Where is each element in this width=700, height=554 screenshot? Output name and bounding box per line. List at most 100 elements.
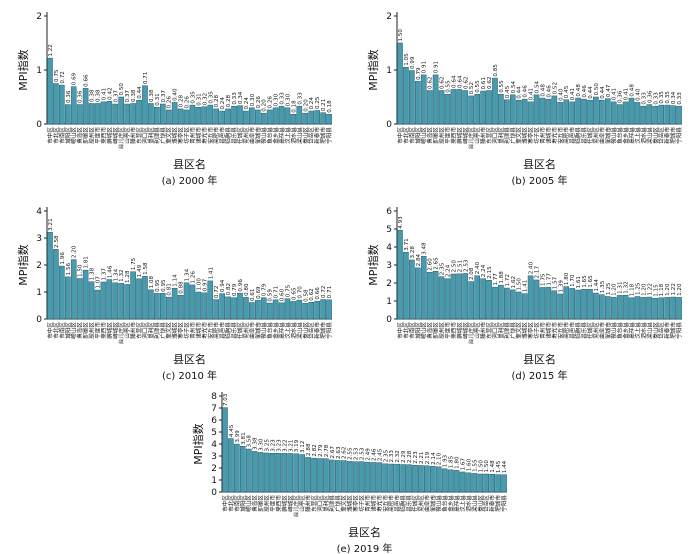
bar <box>70 259 77 320</box>
value-label: 0.64 <box>457 75 463 88</box>
value-label: 0.48 <box>576 84 582 97</box>
bar <box>317 458 323 493</box>
x-tick-label: 曲阜市 <box>248 127 256 144</box>
x-tick-label: 市中区 <box>46 322 54 339</box>
bar <box>664 297 670 320</box>
value-label: 2.14 <box>431 452 437 465</box>
y-axis-title: MPI指数 <box>16 244 30 285</box>
bar <box>545 286 552 320</box>
bar <box>480 90 486 125</box>
bar <box>652 105 659 125</box>
x-tick-label: 汶上县 <box>283 322 291 339</box>
x-tick-label: 嘉祥县 <box>278 322 286 339</box>
bar <box>468 95 475 125</box>
bar <box>533 94 540 125</box>
x-tick-label: 垦利区 <box>322 495 330 512</box>
x-tick-label: 新泰市 <box>663 322 671 339</box>
bar <box>165 296 172 320</box>
x-tick-label: 坊子区 <box>533 127 541 144</box>
value-label: 1.38 <box>90 267 96 280</box>
value-label: 0.72 <box>214 286 220 298</box>
bar <box>622 101 629 125</box>
x-tick-label: 广饶县 <box>334 495 342 512</box>
bar <box>468 281 475 320</box>
x-tick-label: 梁山县 <box>645 127 653 144</box>
value-label: 2.40 <box>475 261 481 274</box>
x-tick-label: 奎文区 <box>165 127 173 144</box>
x-tick-label: 泗水县 <box>289 322 297 339</box>
x-tick-label: 黄岛区 <box>426 322 434 339</box>
bar <box>397 230 403 320</box>
x-tick-label: 潍城区 <box>521 322 529 339</box>
bar <box>320 299 326 320</box>
x-tick-label: 河口区 <box>141 322 149 339</box>
value-label: 0.81 <box>167 283 173 296</box>
value-label: 0.44 <box>137 86 143 99</box>
value-label: 0.80 <box>244 283 250 296</box>
x-tick-label: 诸城市 <box>194 127 202 144</box>
bar <box>64 104 71 125</box>
value-label: 1.31 <box>618 281 624 294</box>
value-label: 0.20 <box>262 99 268 112</box>
bar <box>409 259 415 320</box>
bar <box>646 104 653 125</box>
bar <box>551 95 558 125</box>
y-tick-label: 4 <box>211 440 217 450</box>
value-label: 0.64 <box>451 75 457 88</box>
value-label: 1.37 <box>101 268 107 281</box>
bar <box>489 473 495 493</box>
bar <box>82 269 89 320</box>
value-label: 2.60 <box>428 258 434 271</box>
bar <box>124 284 130 320</box>
x-tick-label: 市北区 <box>402 127 410 144</box>
value-label: 0.26 <box>268 96 274 109</box>
value-label: 0.52 <box>469 82 475 94</box>
x-tick-label: 莱西市 <box>274 495 282 512</box>
bar <box>610 101 617 125</box>
bar <box>106 279 113 320</box>
bar <box>575 97 581 125</box>
x-tick-label: 即墨区 <box>433 322 440 339</box>
bar <box>509 289 516 320</box>
bar <box>213 108 220 125</box>
value-label: 0.40 <box>558 88 564 101</box>
x-tick-label: 汶上县 <box>458 495 466 512</box>
value-label: 1.96 <box>60 252 66 265</box>
y-tick-label: 6 <box>386 207 392 217</box>
bar <box>237 292 243 320</box>
value-label: 0.36 <box>647 90 653 103</box>
x-tick-label: 即墨区 <box>258 495 265 512</box>
bar <box>136 278 142 320</box>
bar <box>539 97 546 125</box>
value-label: 0.62 <box>463 77 469 89</box>
bar <box>465 472 472 493</box>
x-tick-label: 嘉祥县 <box>278 127 286 144</box>
bar <box>308 302 315 320</box>
bar <box>231 297 237 320</box>
panel-2019: 0 1 2 3 4 5 6 7 8 MPI指数 7.03 市中区 4.45 市北区 3.99 市南区 3.81 城… <box>191 392 508 554</box>
x-tick-label: 胶州区 <box>438 322 446 339</box>
x-tick-label: 岱岳区 <box>482 495 490 512</box>
x-tick-label: 青州市 <box>538 322 546 339</box>
bar <box>47 232 53 320</box>
x-tick-label: 市南区 <box>58 322 66 339</box>
y-tick-label: 0 <box>386 315 392 325</box>
x-tick-label: 莱西市 <box>449 127 457 144</box>
value-label: 2.21 <box>419 451 425 464</box>
x-tick-label: 利津县 <box>503 127 511 144</box>
y-tick-label: 4 <box>36 207 42 217</box>
bar <box>171 102 178 125</box>
value-label: 1.20 <box>665 283 671 296</box>
bar <box>403 251 409 320</box>
x-tick-label: 任城区 <box>586 322 594 339</box>
x-tick-label: 新泰市 <box>663 127 671 144</box>
value-label: 0.65 <box>291 287 297 300</box>
bar <box>142 276 148 320</box>
x-tick-label: 市中区 <box>221 495 229 512</box>
value-label: 0.38 <box>90 89 96 102</box>
value-label: 4.93 <box>398 216 404 229</box>
value-label: 1.56 <box>66 262 72 275</box>
value-label: 0.35 <box>659 91 665 104</box>
bar <box>551 290 558 320</box>
x-tick-label: 肥城市 <box>319 322 327 339</box>
